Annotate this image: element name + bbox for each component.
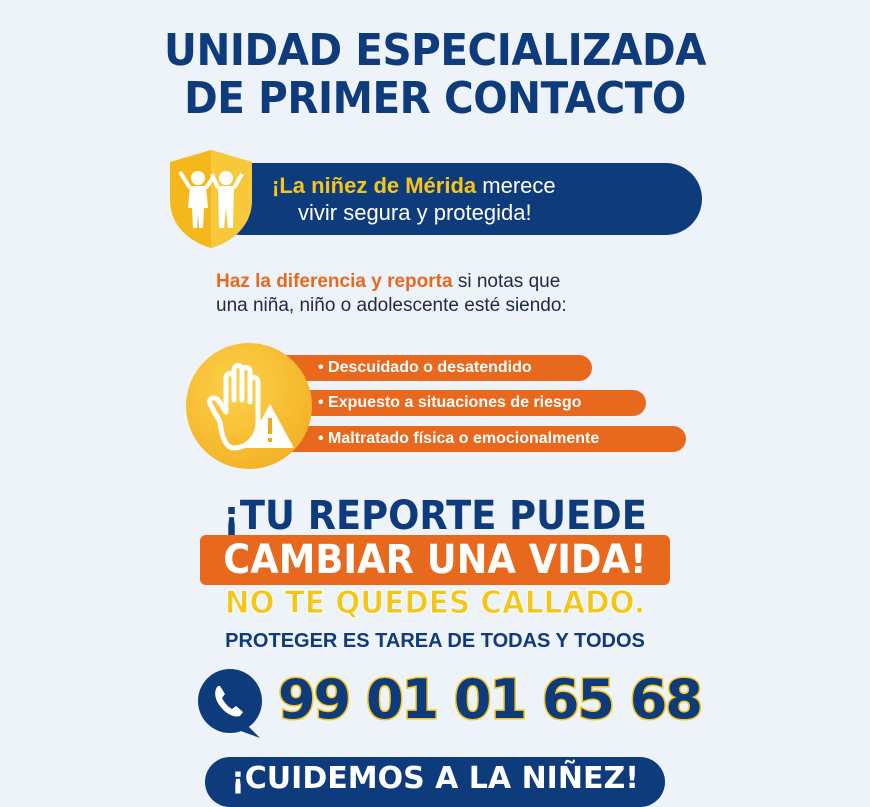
intro-text-1: si notas que [452,271,561,292]
intro-text: Haz la diferencia y reporta si notas que… [216,270,567,318]
title-line-1: UNIDAD ESPECIALIZADA [164,25,706,76]
shield-children-icon [170,150,252,248]
banner-text-2: vivir segura y protegida! [298,200,532,225]
cta-orange-band [200,535,670,585]
banner-text: ¡La niñez de Mérida merece vivir segura … [272,172,556,226]
cta-line-3: NO TE QUEDES CALLADO. [224,585,646,622]
item-risk: • Expuesto a situaciones de riesgo [280,390,646,416]
phone-number[interactable]: 99 01 01 65 68 [277,667,705,733]
intro-text-2: una niña, niño o adolescente esté siendo… [216,295,567,316]
hand-warning-icon [207,363,294,451]
item-abuse: • Maltratado física o emocionalmente [280,426,686,452]
item-neglected: • Descuidado o desatendido [280,355,592,381]
footer-slogan: ¡CUIDEMOS A LA NIÑEZ! [205,757,665,807]
banner-highlight: ¡La niñez de Mérida [272,173,477,198]
intro-highlight: Haz la diferencia y reporta [216,271,453,292]
cta-line-2: CAMBIAR UNA VIDA! [223,537,647,583]
banner [205,163,702,235]
cta-line-4: PROTEGER ES TAREA DE TODAS Y TODOS [225,630,645,652]
title-line-2: DE PRIMER CONTACTO [184,73,686,124]
cta-line-1: ¡TU REPORTE PUEDE [223,493,647,539]
phone-chat-icon [198,669,262,738]
banner-text-1: merece [476,173,556,198]
